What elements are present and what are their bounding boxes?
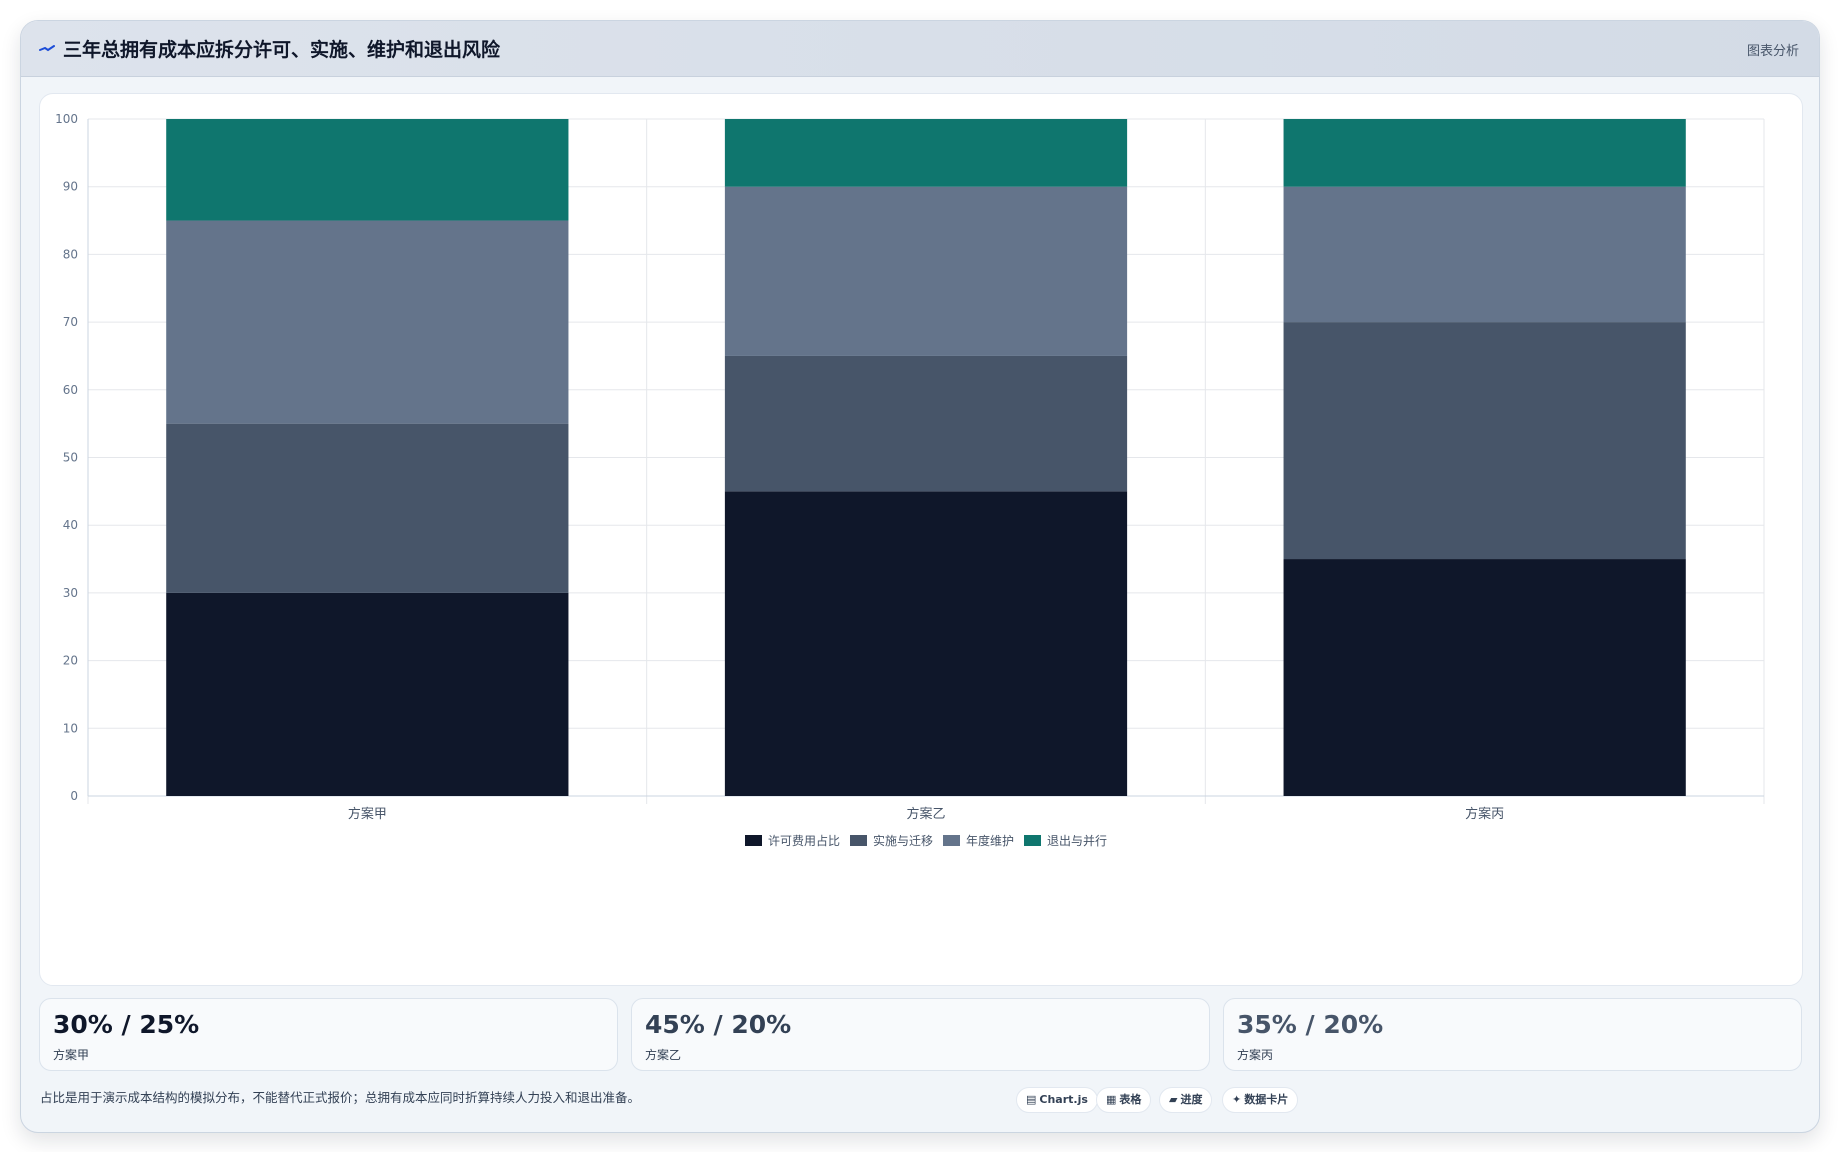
y-tick-label: 90: [63, 180, 78, 194]
chip-progress[interactable]: ▰ 进度: [1159, 1087, 1213, 1113]
y-tick-label: 100: [55, 112, 78, 126]
kpi-card-3: 35% / 20% 方案丙: [1223, 998, 1802, 1071]
kpi-card-1: 30% / 25% 方案甲: [39, 998, 618, 1071]
x-tick-label: 方案乙: [906, 806, 945, 822]
bar-segment: [166, 119, 569, 221]
y-tick-label: 80: [63, 247, 78, 261]
kpi-value: 30% / 25%: [53, 1010, 200, 1039]
y-tick-label: 0: [70, 789, 78, 803]
footnote: 占比是用于演示成本结构的模拟分布，不能替代正式报价；总拥有成本应同时折算持续人力…: [40, 1090, 641, 1105]
x-tick-label: 方案甲: [348, 806, 387, 822]
legend-label: 退出与并行: [1047, 834, 1107, 848]
bar-segment: [1283, 322, 1686, 560]
bar-segment: [724, 491, 1128, 796]
kpi-value: 35% / 20%: [1237, 1010, 1384, 1039]
y-tick-label: 40: [63, 518, 78, 532]
bar-segment: [1283, 119, 1686, 187]
legend-swatch: [943, 835, 960, 846]
legend-label: 年度维护: [966, 833, 1014, 848]
chip-chartjs[interactable]: ▤ Chart.js: [1016, 1087, 1098, 1113]
chip-label: 表格: [1119, 1093, 1142, 1106]
chip-label: 数据卡片: [1244, 1093, 1289, 1106]
bar-segment: [166, 423, 569, 593]
legend-swatch: [745, 835, 762, 846]
y-tick-label: 30: [63, 586, 78, 600]
analysis-link[interactable]: 图表分析: [1746, 44, 1799, 59]
chip-data-card[interactable]: ✦ 数据卡片: [1222, 1087, 1299, 1113]
trend-line-icon: [39, 45, 55, 52]
kpi-label: 方案甲: [53, 1048, 90, 1062]
bar-segment: [1283, 186, 1686, 323]
x-tick-label: 方案丙: [1465, 806, 1504, 822]
kpi-card-2: 45% / 20% 方案乙: [631, 998, 1210, 1071]
chip-table[interactable]: ▦ 表格: [1096, 1087, 1152, 1113]
y-tick-label: 70: [63, 315, 78, 329]
bar-segment: [166, 592, 569, 796]
table-icon: ▦: [1106, 1093, 1117, 1106]
chip-label: Chart.js: [1039, 1093, 1088, 1106]
bar-segment: [1283, 559, 1686, 796]
legend-label: 实施与迁移: [873, 833, 933, 848]
legend-swatch: [1024, 835, 1041, 846]
kpi-label: 方案丙: [1237, 1048, 1274, 1062]
bar-segment: [724, 119, 1128, 187]
chart-panel: 0 10 20 30 40 50 60 70 80 90 100 方案甲 方案乙 方案丙许可费用占比 实施与…: [39, 93, 1803, 986]
bar-segment: [166, 220, 569, 424]
chart-card: 三年总拥有成本应拆分许可、实施、维护和退出风险 图表分析 0 10 20 30 40 50…: [20, 20, 1820, 1133]
y-tick-label: 20: [63, 654, 78, 668]
kpi-label: 方案乙: [645, 1048, 682, 1062]
kpi-value: 45% / 20%: [645, 1010, 792, 1039]
chip-label: 进度: [1180, 1093, 1203, 1106]
bar-segment: [724, 355, 1128, 492]
progress-icon: ▰: [1169, 1093, 1178, 1106]
legend-label: 许可费用占比: [768, 833, 840, 848]
chart-icon: ▤: [1026, 1093, 1037, 1106]
y-tick-label: 50: [63, 451, 78, 465]
card-title: 三年总拥有成本应拆分许可、实施、维护和退出风险: [63, 39, 501, 61]
y-tick-label: 10: [63, 721, 78, 735]
legend-swatch: [850, 835, 867, 846]
card-icon: ✦: [1232, 1093, 1242, 1106]
card-header: 三年总拥有成本应拆分许可、实施、维护和退出风险 图表分析: [21, 21, 1819, 77]
y-tick-label: 60: [63, 383, 78, 397]
bar-segment: [724, 186, 1128, 356]
